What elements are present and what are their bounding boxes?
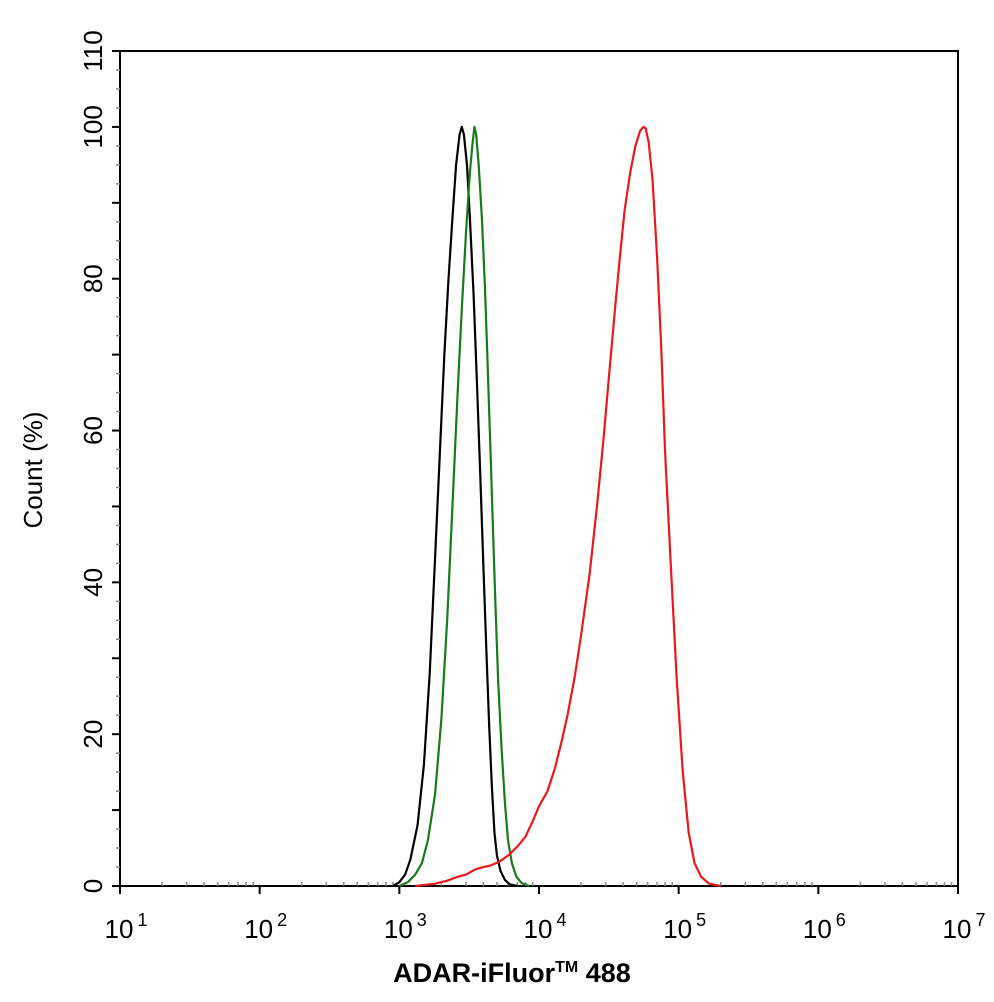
x-tick-exponent: 4 — [556, 910, 566, 930]
x-tick-label: 10 7 — [943, 910, 986, 944]
x-tick-base: 10 — [244, 914, 273, 944]
x-tick-label: 10 3 — [384, 910, 427, 944]
x-tick-exponent: 1 — [137, 910, 147, 930]
x-tick-exponent: 5 — [696, 910, 706, 930]
series-layer — [392, 125, 721, 888]
x-axis-title-tm: TM — [555, 959, 578, 976]
x-tick-label: 10 1 — [105, 910, 148, 944]
y-tick-label: 60 — [78, 416, 108, 445]
minor-ticks — [116, 69, 953, 886]
x-tick-base: 10 — [105, 914, 134, 944]
x-tick-base: 10 — [803, 914, 832, 944]
x-tick-exponent: 2 — [277, 910, 287, 930]
x-tick-base: 10 — [663, 914, 692, 944]
plot-frame — [119, 50, 959, 887]
y-tick-label: 40 — [78, 568, 108, 597]
x-axis-title-suffix: 488 — [578, 958, 631, 988]
y-tick-label: 0 — [78, 879, 108, 893]
y-axis-title: Count (%) — [18, 411, 48, 528]
series-line-0 — [392, 125, 518, 888]
x-tick-base: 10 — [943, 914, 972, 944]
x-tick-base: 10 — [524, 914, 553, 944]
major-ticks — [112, 50, 959, 894]
y-tick-label: 100 — [78, 105, 108, 148]
x-tick-base: 10 — [384, 914, 413, 944]
y-tick-label: 20 — [78, 720, 108, 749]
series-line-1 — [398, 125, 530, 888]
x-tick-exponent: 6 — [836, 910, 846, 930]
x-tick-label: 10 6 — [803, 910, 846, 944]
x-axis-title-main: ADAR-iFluor — [393, 958, 555, 988]
y-tick-labels: 0 20 40 60 80 100 110 — [78, 30, 108, 893]
x-tick-exponent: 7 — [975, 910, 985, 930]
y-tick-label: 80 — [78, 264, 108, 293]
x-tick-label: 10 4 — [524, 910, 567, 944]
y-tick-label: 110 — [78, 30, 108, 71]
x-tick-labels: 10 1 10 2 10 3 10 4 10 5 10 6 10 7 — [105, 910, 986, 944]
x-axis-title: ADAR-iFluorTM 488 — [393, 958, 631, 988]
x-tick-exponent: 3 — [417, 910, 427, 930]
x-tick-label: 10 5 — [663, 910, 706, 944]
x-tick-label: 10 2 — [244, 910, 287, 944]
series-line-2 — [415, 125, 721, 888]
